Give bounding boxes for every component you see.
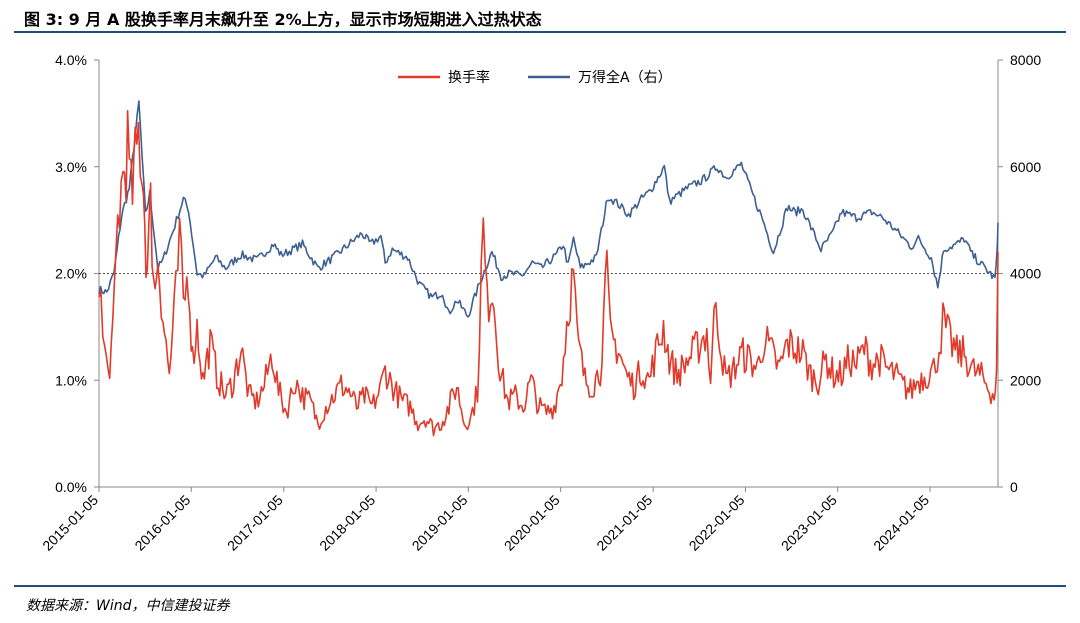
chart-canvas: 0.0% 1.0% 2.0% 3.0% 4.0% 0 2000 4000 6000 8000 201…: [39, 52, 1041, 554]
x-tick-label: 2021-01-05: [593, 492, 655, 554]
legend-label: 换手率: [448, 69, 490, 86]
series-line-turnover: [98, 109, 999, 437]
legend-label: 万得全A（右）: [578, 69, 672, 86]
x-tick-label: 2020-01-05: [501, 492, 563, 554]
right-tick-label: 8000: [1010, 52, 1041, 68]
left-tick-label: 4.0%: [55, 52, 87, 68]
x-tick-label: 2018-01-05: [316, 492, 378, 554]
x-tick-label: 2023-01-05: [778, 492, 840, 554]
left-tick-label: 3.0%: [55, 159, 87, 175]
left-tick-label: 1.0%: [55, 372, 87, 388]
chart-axes: [94, 59, 1003, 492]
x-tick-label: 2024-01-05: [870, 492, 932, 554]
x-tick-label: 2019-01-05: [409, 492, 471, 554]
footer-divider: [14, 585, 1066, 587]
x-tick-label: 2015-01-05: [39, 492, 101, 554]
legend: 换手率 万得全A（右）: [398, 69, 672, 86]
x-tick-label: 2022-01-05: [686, 492, 748, 554]
series-line-wind-all-a: [98, 100, 999, 318]
x-tick-label: 2017-01-05: [224, 492, 286, 554]
left-tick-label: 0.0%: [55, 479, 87, 495]
chart-title: 图 3: 9 月 A 股换手率月末飙升至 2%上方，显示市场短期进入过热状态: [24, 10, 542, 29]
x-tick-label: 2016-01-05: [131, 492, 193, 554]
left-tick-label: 2.0%: [55, 266, 87, 282]
right-tick-label: 0: [1010, 479, 1018, 495]
series-lines: [98, 100, 999, 437]
title-divider: [14, 31, 1066, 33]
source-note: 数据来源：Wind，中信建投证券: [26, 598, 230, 614]
right-tick-label: 2000: [1010, 372, 1041, 388]
right-tick-label: 6000: [1010, 159, 1041, 175]
right-tick-label: 4000: [1010, 266, 1041, 282]
